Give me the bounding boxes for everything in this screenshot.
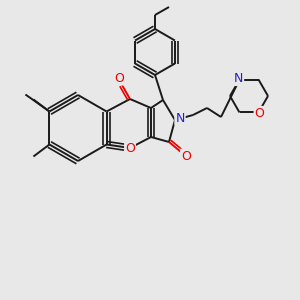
Text: O: O	[255, 107, 264, 120]
Text: N: N	[234, 72, 243, 85]
Text: O: O	[125, 142, 135, 154]
Text: O: O	[114, 71, 124, 85]
Text: O: O	[181, 149, 191, 163]
Text: N: N	[175, 112, 185, 124]
